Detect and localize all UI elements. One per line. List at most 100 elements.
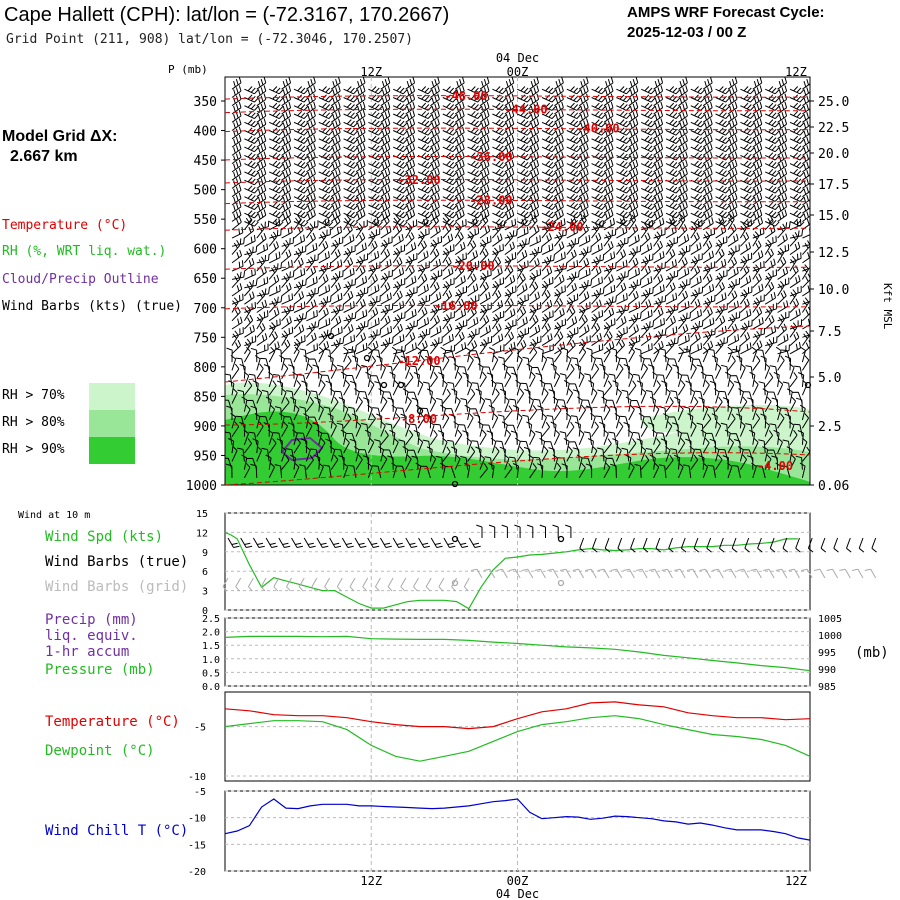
wind-barb: [467, 210, 483, 219]
label-wind-barbs-true: Wind Barbs (true): [45, 554, 189, 570]
wind-barb: [330, 167, 341, 181]
wind-barb: [417, 328, 431, 338]
wind-barb: [330, 85, 341, 98]
wind-barb: [553, 429, 560, 446]
wind-barb: [678, 184, 688, 198]
wind-barb: [663, 355, 670, 371]
wind-barb: [256, 363, 264, 379]
wind-barb: [430, 315, 440, 330]
wind-barb: [541, 193, 557, 202]
wind-barb: [764, 454, 772, 470]
wind-barb: [579, 537, 585, 553]
wind-barb: [541, 168, 557, 177]
wind-barb: [316, 429, 323, 445]
wind-barb: [430, 167, 440, 181]
wind-barb: [535, 430, 543, 445]
wind-barb: [789, 429, 798, 446]
wind-barb: [686, 568, 699, 579]
wind-barb: [299, 348, 307, 363]
wind-barb: [231, 184, 242, 198]
wind-barb: [677, 462, 684, 479]
wind-barb: [256, 388, 263, 404]
wind-barb: [628, 151, 639, 165]
wind-barb: [690, 232, 700, 247]
wind-barb: [318, 228, 331, 239]
wind-barb: [244, 119, 259, 128]
wind-barb: [591, 299, 602, 313]
wind-barb: [396, 465, 407, 479]
legend-cloud: Cloud/Precip Outline: [2, 272, 159, 287]
wind-barb: [665, 102, 681, 111]
wind-barb: [665, 259, 677, 272]
wind-barb: [578, 257, 590, 272]
wind-barb: [782, 381, 791, 396]
model-grid-label: Model Grid ΔX:: [2, 128, 118, 145]
wind-barb: [554, 201, 564, 214]
wind-barb: [715, 305, 724, 322]
wind-barb: [442, 144, 458, 153]
wind-barb: [715, 292, 727, 305]
wind-barb: [379, 537, 392, 548]
wind-barb: [496, 382, 506, 396]
wind-barb: [417, 144, 433, 153]
wind-barb: [652, 371, 658, 388]
wind-barb: [644, 416, 655, 429]
wind-barb: [454, 265, 465, 280]
wind-barb: [380, 192, 391, 206]
wind-barb: [244, 438, 253, 454]
wind-barb: [429, 421, 435, 437]
wind-barb: [591, 127, 607, 136]
wind-barb: [572, 568, 585, 579]
wind-barb: [355, 332, 367, 346]
wind-barb: [727, 311, 741, 322]
wind-barb: [625, 454, 632, 470]
wind-barb: [591, 421, 599, 437]
wind-barb: [467, 317, 479, 330]
wind-barb: [578, 215, 587, 231]
height-tick-label: 12.5: [818, 246, 849, 261]
wind-barb: [700, 429, 707, 445]
wind-barb: [392, 201, 408, 211]
wind-barb: [591, 243, 603, 256]
wind-barb: [510, 430, 518, 445]
wind-barb: [603, 322, 611, 338]
wind-barb: [467, 446, 476, 462]
wind-barb: [617, 537, 623, 553]
wind-barb: [368, 135, 383, 144]
wind-barb: [479, 77, 490, 90]
wind-barb: [281, 363, 289, 379]
wind-barb: [402, 446, 409, 462]
wind-barb: [244, 279, 258, 289]
wind-barb: [374, 577, 381, 592]
wind-barb: [495, 440, 506, 454]
wind-barb: [353, 446, 360, 462]
wind-barb: [329, 537, 342, 548]
wind-barb: [740, 286, 753, 297]
wind-barb: [467, 218, 483, 227]
wind-barb: [231, 85, 242, 98]
wind-barb: [665, 315, 676, 330]
temp-contour-label: -28.00: [469, 194, 512, 208]
wind-barb: [727, 437, 735, 454]
wind-barb: [454, 232, 464, 247]
wind-barb: [454, 308, 467, 322]
wind-barb: [628, 214, 637, 231]
wind-barb: [665, 282, 676, 297]
wind-barb: [694, 390, 704, 404]
wind-barb: [405, 253, 418, 264]
wind-barb: [554, 110, 564, 123]
label-wind-chill: Wind Chill T (°C): [45, 823, 189, 839]
wind-barb: [256, 93, 267, 107]
wind-barb: [430, 93, 440, 107]
wind-barb: [591, 220, 604, 231]
wind-barb: [268, 168, 284, 177]
wind-barb: [318, 94, 334, 103]
wind-barb: [417, 330, 426, 346]
wind-barb: [687, 413, 694, 429]
wind-barb: [343, 281, 352, 297]
wind-barb: [802, 340, 810, 355]
wind-barb: [492, 119, 507, 128]
wind-barb: [361, 423, 369, 437]
wind-barb: [421, 349, 431, 363]
wind-barb: [244, 281, 253, 297]
